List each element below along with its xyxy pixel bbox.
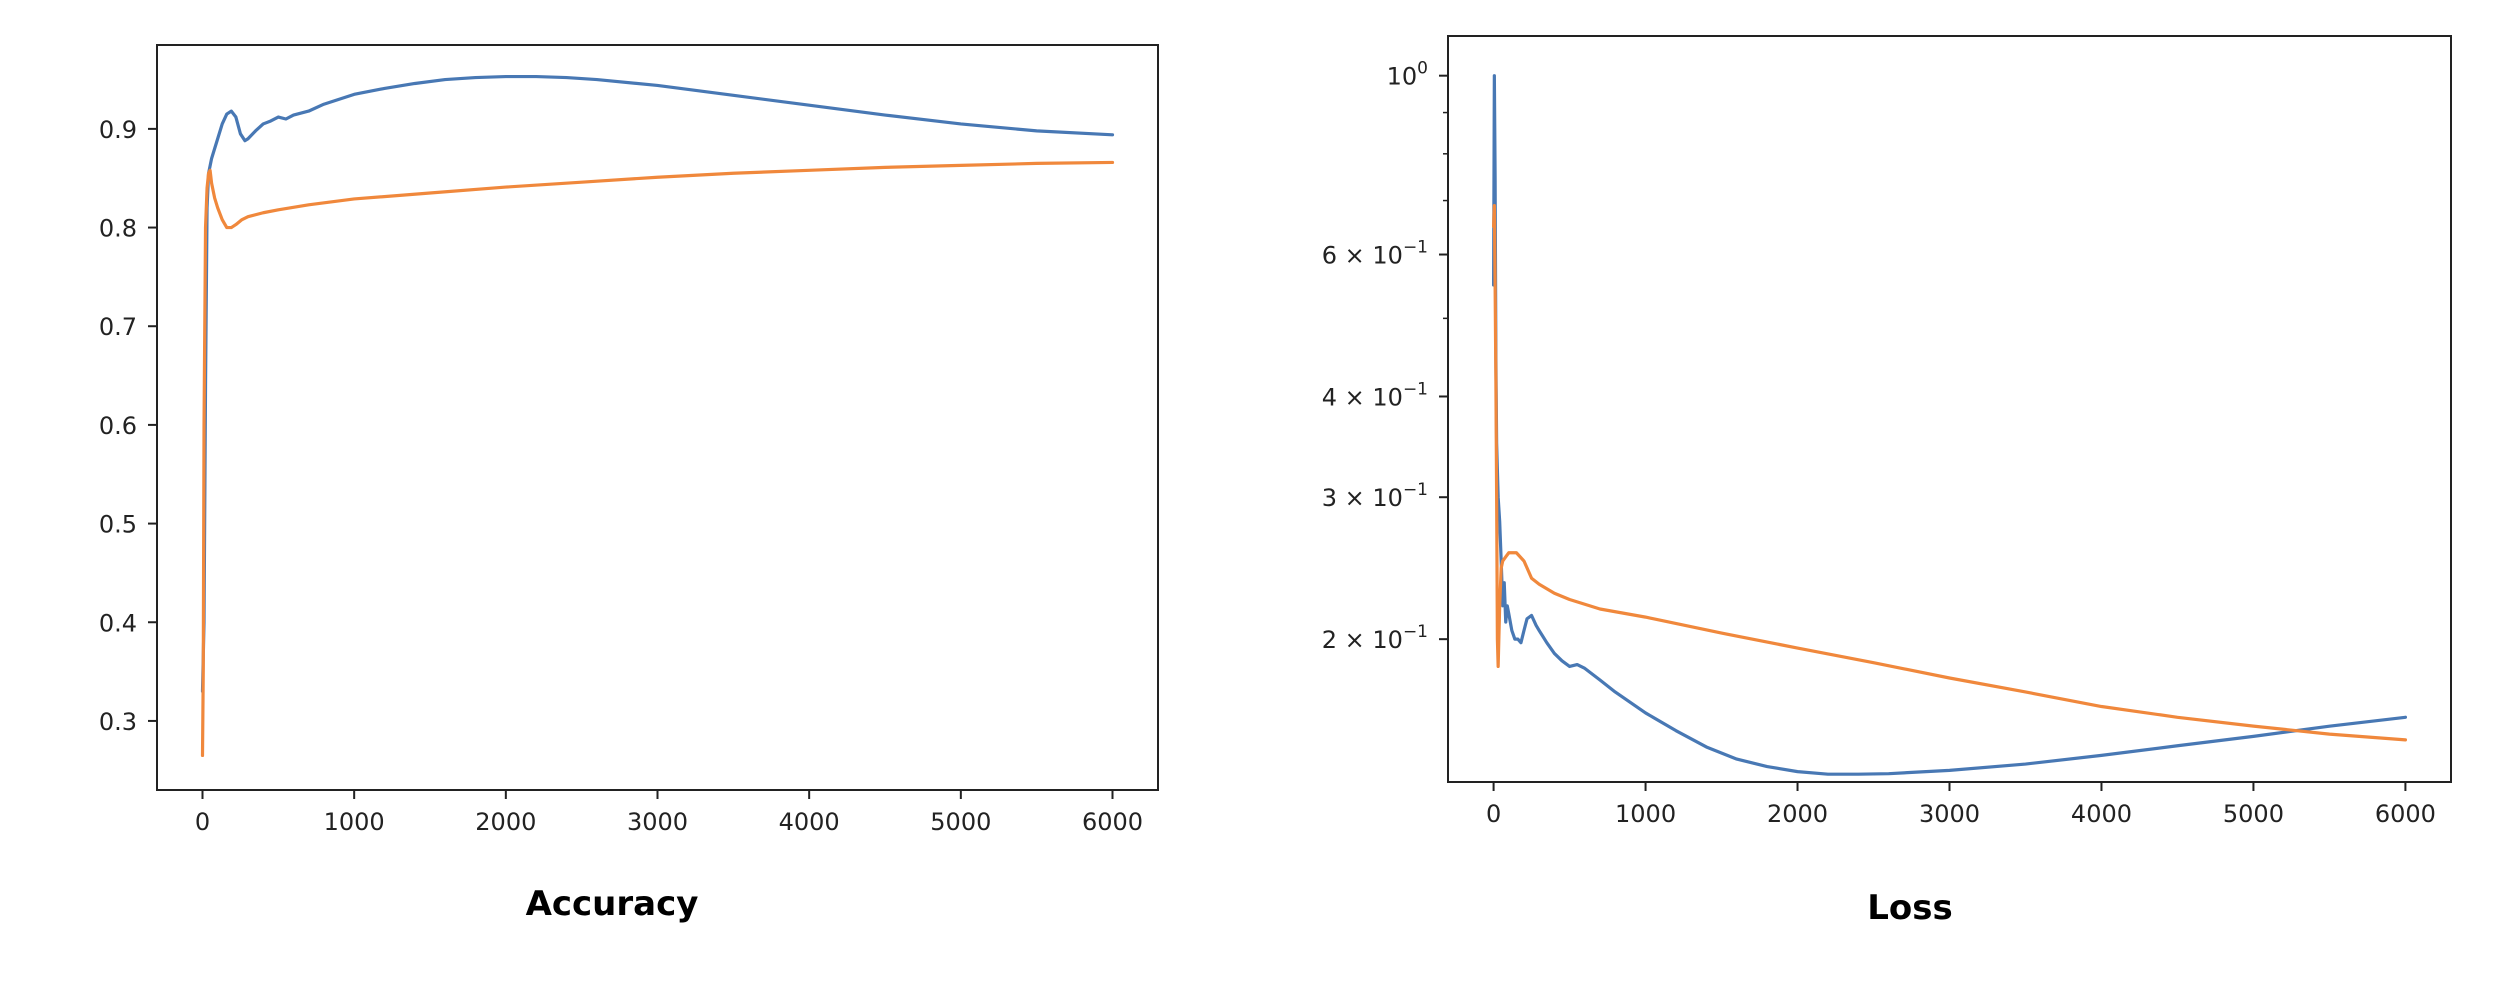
accuracy-y-tick-label: 0.9 xyxy=(99,116,137,144)
loss-chart-panel: 0 1000 2000 3000 4000 5000 6000 2 × 10−1 3 × 10−… xyxy=(1250,0,2500,1008)
loss-series-2-line xyxy=(1491,203,2408,742)
loss-x-tick-label: 6000 xyxy=(2375,800,2436,828)
accuracy-x-tick-label: 4000 xyxy=(779,808,840,836)
loss-y-tick-label: 4 × 10−1 xyxy=(1322,379,1428,411)
loss-x-tick-label: 5000 xyxy=(2223,800,2284,828)
accuracy-caption: Accuracy xyxy=(526,884,699,924)
loss-y-tick-label: 3 × 10−1 xyxy=(1322,480,1428,512)
accuracy-chart-panel: 0 1000 2000 3000 4000 5000 6000 0.3 0.4 0.5 0.6 0.7… xyxy=(99,44,1159,924)
loss-caption: Loss xyxy=(1867,888,1953,928)
loss-y-tick-label: 100 xyxy=(1387,59,1428,91)
accuracy-y-tick-label: 0.6 xyxy=(99,412,137,440)
loss-axes-frame xyxy=(1447,35,2452,783)
accuracy-x-tick-label: 1000 xyxy=(324,808,385,836)
loss-x-tick-label: 2000 xyxy=(1767,800,1828,828)
accuracy-chart: 0 1000 2000 3000 4000 5000 6000 0.3 0.4 0.5 0.6 0.7… xyxy=(99,44,1159,924)
accuracy-series-1-line xyxy=(200,74,1115,693)
accuracy-y-tick-label: 0.4 xyxy=(99,609,137,637)
loss-plot-area: 0 1000 2000 3000 4000 5000 6000 2 × 10−1 3 × 10−… xyxy=(1322,35,2452,828)
accuracy-x-tick-label: 2000 xyxy=(475,808,536,836)
accuracy-axes-frame xyxy=(156,44,1159,791)
accuracy-x-tick-label: 0 xyxy=(195,808,210,836)
accuracy-y-tick-label: 0.5 xyxy=(99,511,137,539)
accuracy-series-2-line xyxy=(200,160,1115,758)
accuracy-x-tick-label: 3000 xyxy=(627,808,688,836)
loss-x-tick-label: 3000 xyxy=(1919,800,1980,828)
loss-x-tick-label: 1000 xyxy=(1615,800,1676,828)
loss-x-tick-label: 0 xyxy=(1486,800,1501,828)
accuracy-y-tick-label: 0.7 xyxy=(99,313,137,341)
loss-chart: 0 1000 2000 3000 4000 5000 6000 2 × 10−1 3 × 10−… xyxy=(1322,35,2452,928)
loss-y-tick-label: 6 × 10−1 xyxy=(1322,238,1428,270)
accuracy-plot-area: 0 1000 2000 3000 4000 5000 6000 0.3 0.4 0.5 0.6 0.7… xyxy=(99,44,1159,836)
accuracy-y-tick-label: 0.3 xyxy=(99,708,137,736)
accuracy-x-tick-label: 5000 xyxy=(930,808,991,836)
loss-x-tick-label: 4000 xyxy=(2071,800,2132,828)
accuracy-y-tick-label: 0.8 xyxy=(99,215,137,243)
accuracy-x-tick-label: 6000 xyxy=(1082,808,1143,836)
loss-series-1-line xyxy=(1491,74,2408,776)
loss-y-tick-label: 2 × 10−1 xyxy=(1322,622,1428,654)
